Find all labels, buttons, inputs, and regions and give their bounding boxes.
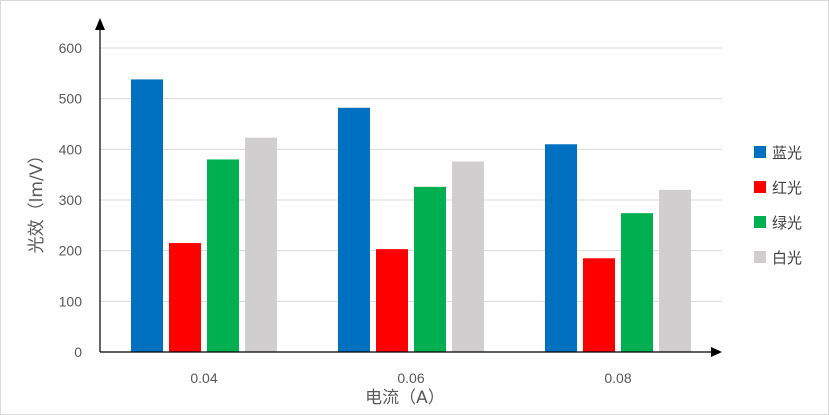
x-axis-arrow-icon [711,347,722,357]
x-axis-title: 电流（A） [365,388,445,408]
bar-0-2 [207,159,239,352]
y-tick-label: 0 [74,344,82,360]
x-tick-label: 0.06 [397,370,424,386]
y-tick-label: 200 [59,243,83,259]
y-axis-arrow-icon [95,18,105,30]
bar-0-3 [245,137,277,352]
y-tick-label: 500 [59,91,83,107]
y-tick-label: 400 [59,141,83,157]
y-tick-label: 600 [59,40,83,56]
legend-label: 绿光 [772,214,802,232]
bar-1-0 [338,107,370,352]
bar-0-0 [131,79,163,352]
bar-1-1 [376,249,408,352]
bar-0-1 [169,243,201,352]
y-tick-label: 100 [59,293,83,309]
bar-2-1 [583,258,615,352]
bar-1-2 [414,186,446,352]
bars [131,79,691,352]
x-tick-label: 0.04 [190,370,217,386]
y-axis-title: 光效（lm/V） [27,147,47,254]
gridlines [100,47,722,302]
y-tick-label: 300 [59,192,83,208]
axes [95,18,722,357]
legend-swatch [754,251,766,263]
bar-2-2 [621,213,653,352]
bar-2-3 [659,189,691,352]
legend-label: 白光 [772,249,802,267]
y-tick-labels: 0 100 200 300 400 500 600 [59,40,83,360]
legend-swatch [754,181,766,193]
legend-label: 红光 [772,179,802,197]
x-tick-labels: 0.04 0.06 0.08 [190,370,631,386]
x-tick-label: 0.08 [604,370,631,386]
bar-2-0 [545,144,577,352]
legend-label: 蓝光 [772,144,802,162]
legend-swatch [754,216,766,228]
legend-swatch [754,146,766,158]
bar-1-3 [452,161,484,352]
